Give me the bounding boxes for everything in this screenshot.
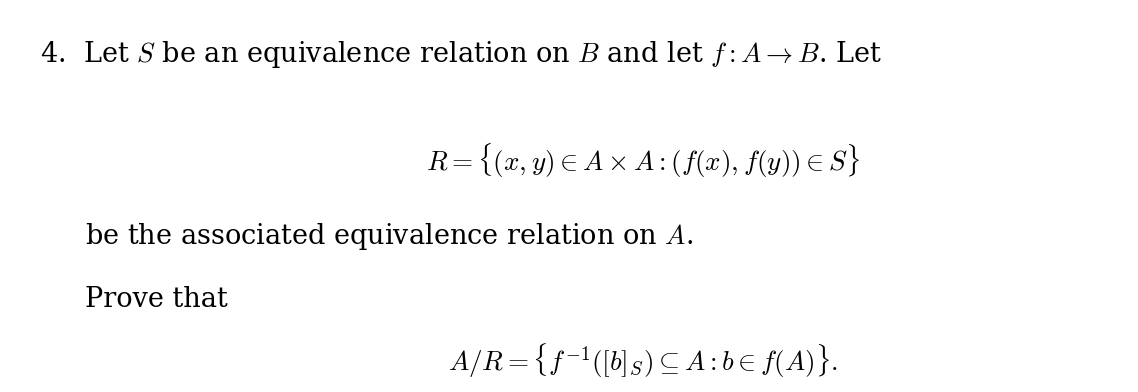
Text: $A/R = \{f^{-1}([b]_S) \subseteq A : b \in f(A)\}.$: $A/R = \{f^{-1}([b]_S) \subseteq A : b \…	[448, 341, 838, 379]
Text: $R = \{(x, y) \in A \times A : (f(x), f(y)) \in S\}$: $R = \{(x, y) \in A \times A : (f(x), f(…	[426, 141, 860, 180]
Text: Prove that: Prove that	[85, 286, 228, 313]
Text: 4.  Let $S$ be an equivalence relation on $B$ and let $f : A \rightarrow B$. Let: 4. Let $S$ be an equivalence relation on…	[40, 39, 882, 70]
Text: be the associated equivalence relation on $A$.: be the associated equivalence relation o…	[85, 221, 693, 252]
